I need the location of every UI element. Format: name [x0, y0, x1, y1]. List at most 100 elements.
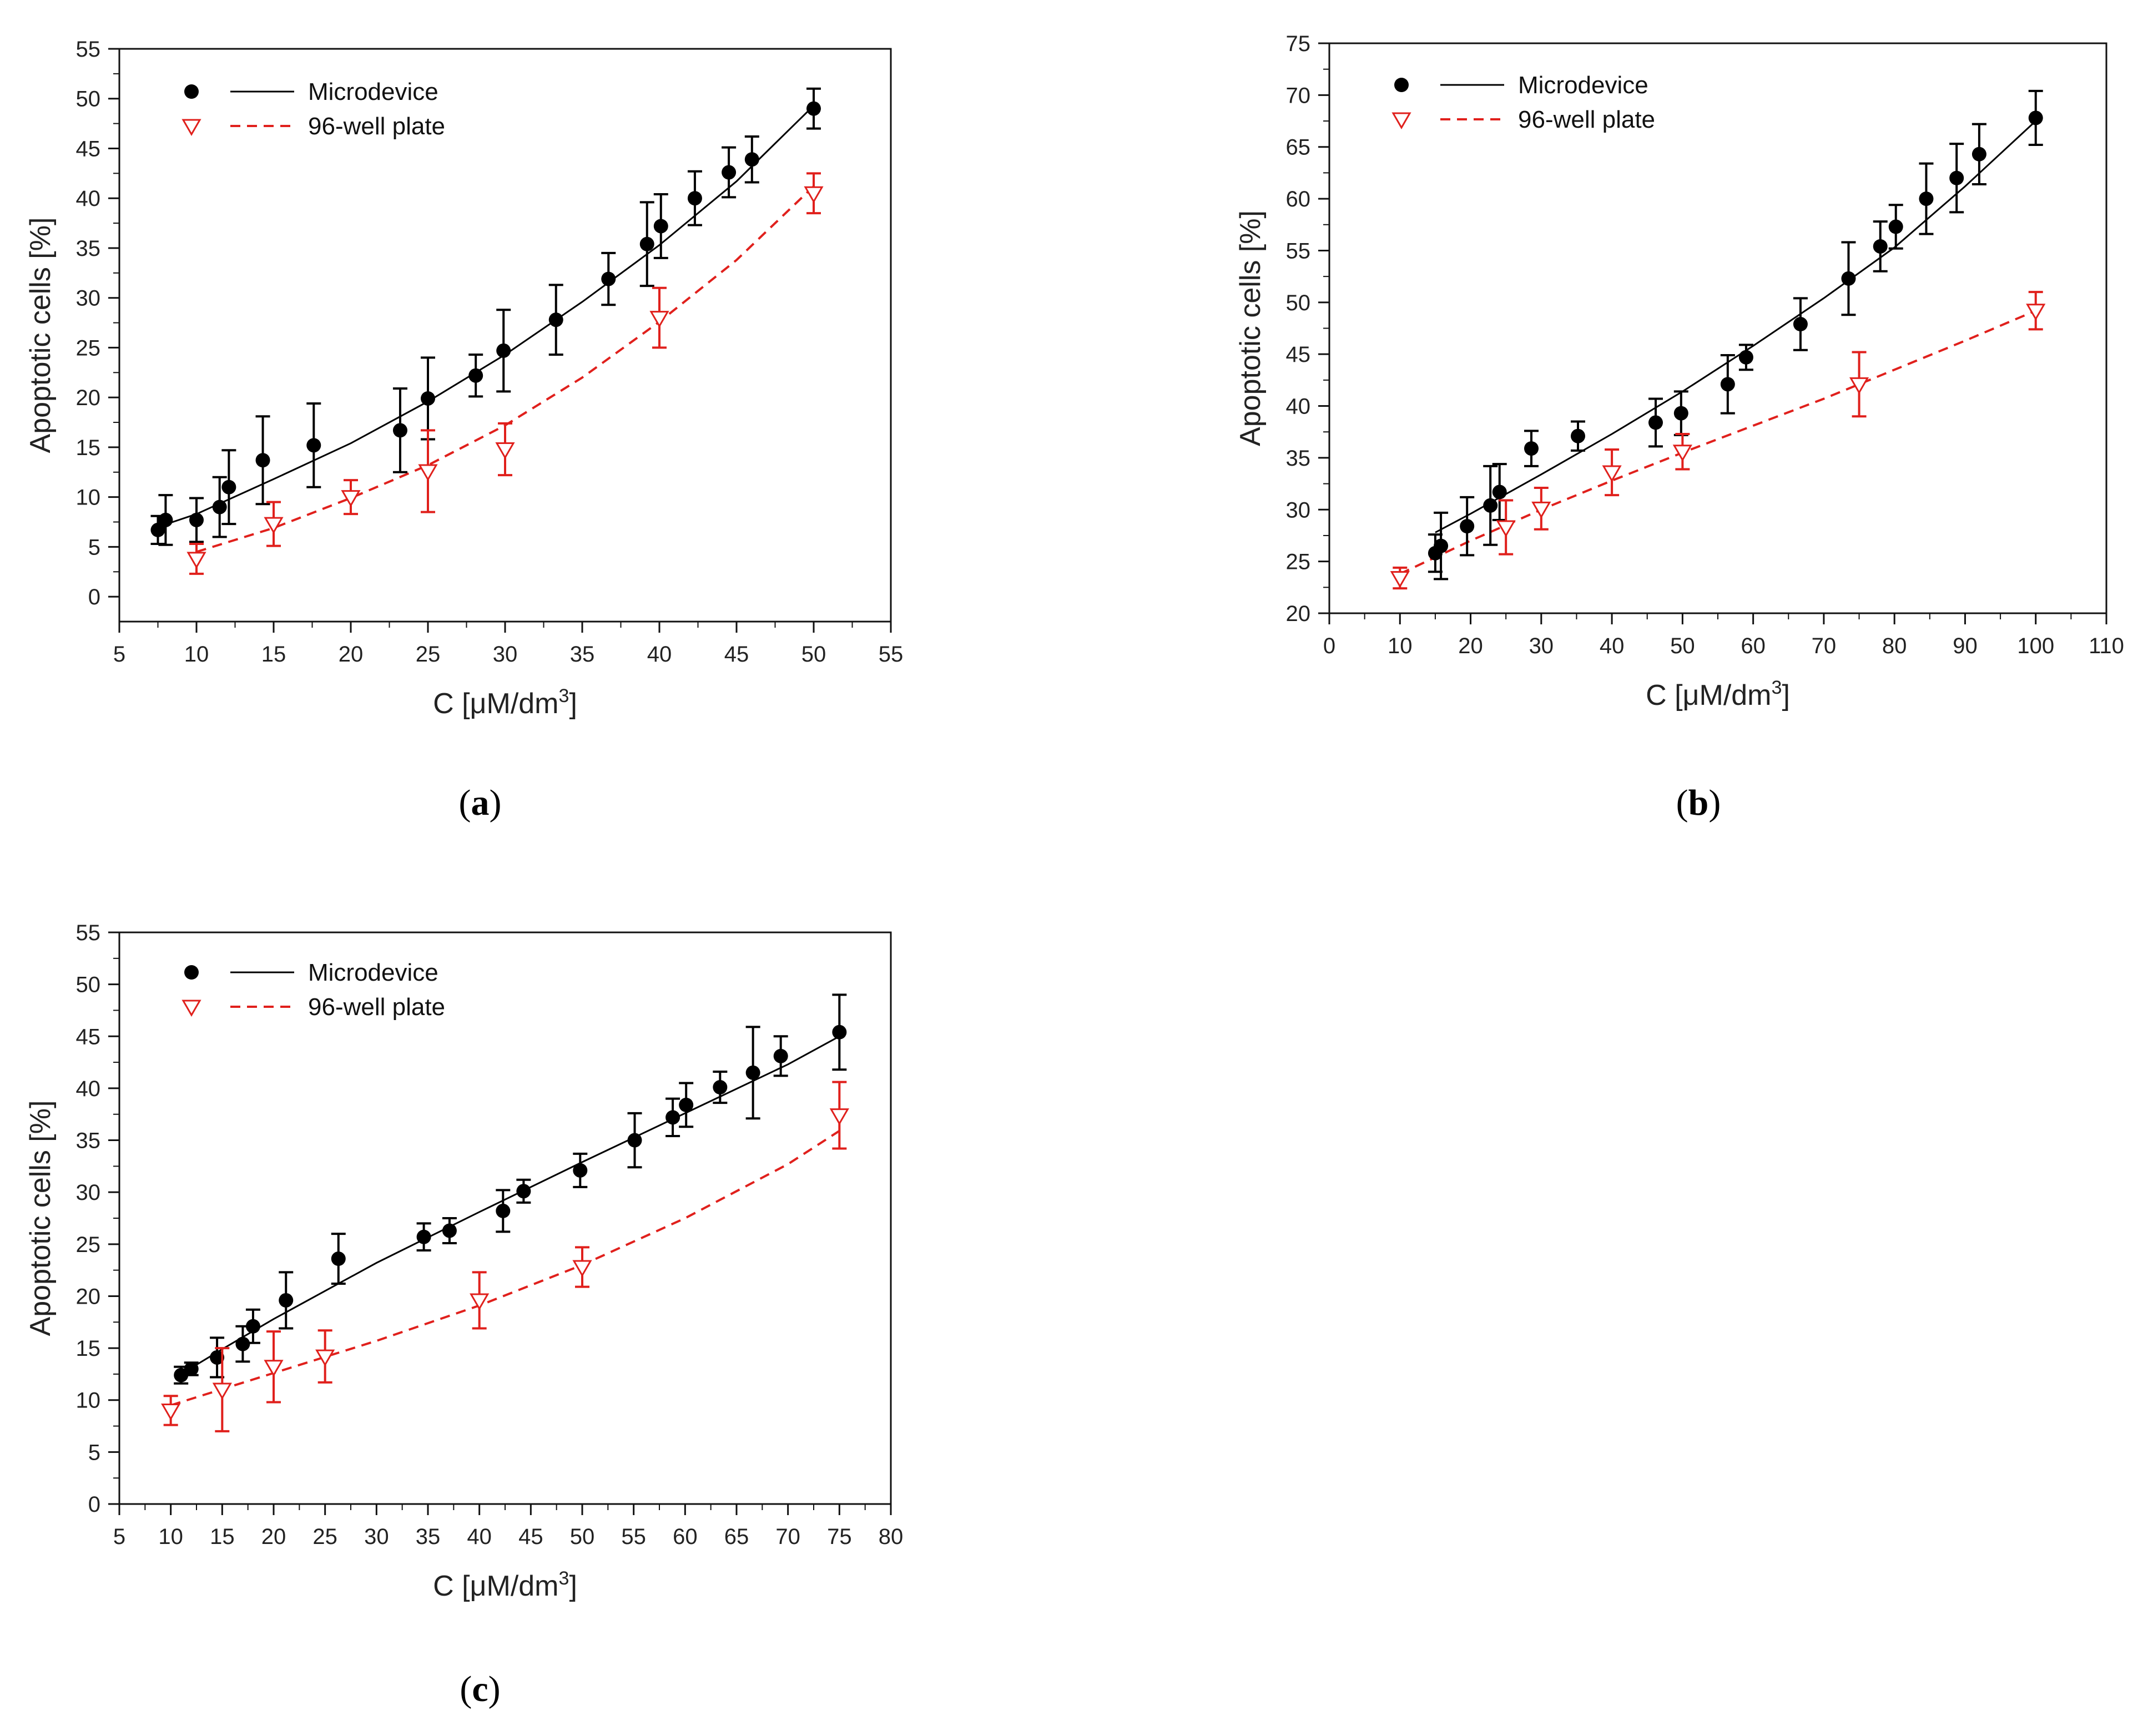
x-axis-title-superscript: 3 [559, 1568, 569, 1589]
data-point [773, 1048, 788, 1063]
y-tick-label: 25 [1286, 550, 1311, 574]
y-tick-label: 65 [1286, 135, 1311, 160]
y-tick-label: 40 [76, 1077, 101, 1101]
data-point [264, 517, 284, 534]
y-tick-label: 25 [76, 1233, 101, 1257]
data-point [1971, 147, 1986, 162]
data-point [212, 1382, 232, 1400]
data-point [1571, 428, 1585, 443]
panel-caption-close: ) [488, 1669, 501, 1709]
data-point [186, 552, 206, 569]
panel-a: 5 10 15 20 25 30 35 40 45 50 550510152025303540455… [24, 37, 903, 823]
data-point [421, 391, 435, 406]
panel-caption-open: ( [1676, 783, 1688, 823]
y-tick-label: 30 [76, 1180, 101, 1205]
x-tick-label: 75 [827, 1525, 852, 1549]
x-axis-title: C [μM/dm3] [433, 685, 577, 720]
microdevice-series [1428, 89, 2043, 581]
x-tick-label: 0 [1323, 634, 1335, 658]
x-tick-label: 5 [113, 1525, 125, 1549]
y-tick-label: 50 [1286, 291, 1311, 315]
legend-label-plate: 96-well plate [308, 113, 445, 140]
data-point [2028, 110, 2043, 125]
plate-fit-line [1399, 309, 2036, 575]
x-axis-title-close: ] [1782, 679, 1789, 711]
x-axis-title: C [μM/dm3] [1646, 677, 1790, 711]
data-point [679, 1097, 694, 1112]
data-point [184, 1361, 199, 1376]
x-tick-label: 10 [184, 642, 209, 667]
x-axis-title-main: C [μM/dm [1646, 679, 1771, 711]
data-point [1673, 406, 1688, 421]
x-axis: 0 10 20 30 40 50 60 70 80 90 100 110 [1323, 613, 2124, 658]
x-tick-label: 80 [879, 1525, 904, 1549]
data-point [1460, 519, 1475, 534]
x-tick-label: 60 [673, 1525, 698, 1549]
legend-marker-plate [181, 119, 201, 137]
y-axis: 0 5 10 15 20 25 30 35 40 45 50 55 [76, 37, 119, 609]
data-point [829, 1108, 849, 1126]
data-point [1888, 219, 1903, 234]
data-point [627, 1133, 642, 1148]
panel-caption: (b) [1676, 783, 1721, 823]
x-tick-label: 35 [570, 642, 595, 667]
microdevice-fit-line [180, 1035, 840, 1375]
data-point [1602, 465, 1622, 483]
plot-frame [118, 48, 892, 623]
x-tick-label: 40 [1600, 634, 1625, 658]
y-tick-label: 0 [88, 585, 100, 609]
y-tick-label: 50 [76, 87, 101, 112]
y-tick-label: 55 [76, 37, 101, 62]
x-tick-label: 35 [416, 1525, 441, 1549]
legend-label-microdevice: Microdevice [308, 959, 438, 986]
y-tick-label: 35 [76, 236, 101, 261]
x-axis: 5 10 15 20 25 30 35 40 45 50 55 60 65 70 75 80 [113, 1504, 903, 1549]
data-point [601, 271, 616, 286]
data-point [496, 1203, 511, 1218]
x-tick-label: 110 [2089, 634, 2124, 658]
data-point [832, 1025, 847, 1039]
y-tick-label: 45 [76, 137, 101, 161]
panel-caption: (c) [460, 1669, 500, 1709]
data-point [212, 499, 227, 514]
y-tick-label: 45 [1286, 342, 1311, 367]
data-point [341, 490, 361, 507]
legend-label-plate: 96-well plate [1518, 106, 1655, 133]
data-point [315, 1349, 335, 1367]
data-point [279, 1293, 294, 1308]
data-point [245, 1319, 260, 1334]
y-tick-label: 50 [76, 973, 101, 997]
x-axis-title-close: ] [569, 1570, 577, 1602]
panel-caption: (a) [459, 783, 502, 823]
x-tick-label: 10 [1388, 634, 1413, 658]
x-axis-title-superscript: 3 [559, 685, 569, 706]
data-point [264, 1360, 284, 1377]
x-axis-title-close: ] [569, 688, 577, 720]
x-tick-label: 20 [1458, 634, 1483, 658]
plate-series [186, 172, 824, 575]
data-point [496, 343, 511, 358]
data-point [806, 101, 821, 116]
data-point [1738, 350, 1753, 365]
x-tick-label: 15 [261, 642, 286, 667]
data-point [158, 512, 173, 527]
data-point [649, 311, 669, 328]
y-tick-label: 40 [76, 186, 101, 211]
data-point [221, 480, 236, 494]
data-point [1873, 239, 1888, 254]
panel-caption-letter: b [1688, 783, 1709, 823]
legend: Microdevice 96-well plate [181, 78, 445, 140]
data-point [1841, 271, 1856, 286]
panel-caption-close: ) [490, 783, 502, 823]
x-tick-label: 70 [1812, 634, 1837, 658]
data-point [1524, 441, 1539, 456]
y-tick-label: 10 [76, 1389, 101, 1413]
data-point [235, 1336, 250, 1351]
y-axis: 0 5 10 15 20 25 30 35 40 45 50 55 [76, 921, 119, 1517]
data-point [442, 1223, 457, 1238]
data-point [1949, 170, 1964, 185]
y-tick-label: 25 [76, 336, 101, 360]
x-tick-label: 90 [1953, 634, 1978, 658]
data-point [1793, 317, 1808, 332]
